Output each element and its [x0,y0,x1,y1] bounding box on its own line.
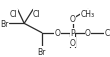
Text: O: O [70,38,76,47]
Text: P: P [70,29,75,38]
Text: O: O [70,15,76,24]
Text: Cl: Cl [33,10,40,19]
Text: Cl: Cl [10,10,18,19]
Text: CH₃: CH₃ [104,29,110,38]
Text: O: O [85,29,91,38]
Text: CH₃: CH₃ [81,10,95,19]
Text: Br: Br [38,47,46,56]
Text: O: O [54,29,60,38]
Text: Br: Br [0,19,9,28]
